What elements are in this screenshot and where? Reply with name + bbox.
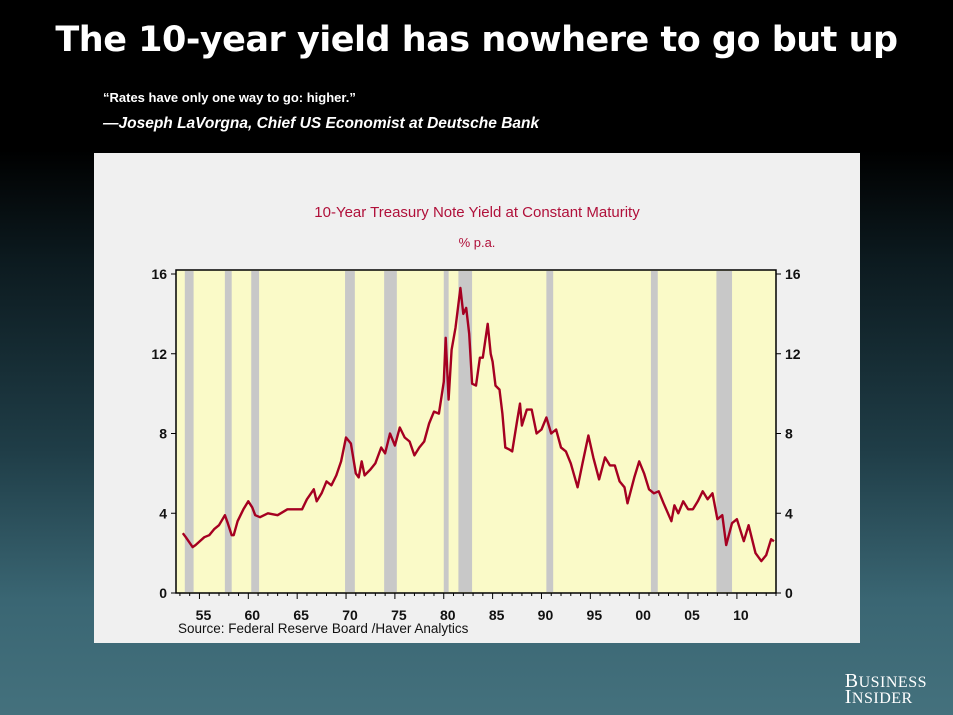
recession-shading	[716, 271, 733, 592]
business-insider-logo: BUSINESS INSIDER	[844, 670, 927, 708]
chart-source: Source: Federal Reserve Board /Haver Ana…	[178, 621, 469, 636]
x-tick-label: 60	[245, 607, 261, 623]
y-tick-label-right: 0	[785, 585, 793, 601]
y-tick-label-left: 0	[159, 585, 167, 601]
quote-attribution: —Joseph LaVorgna, Chief US Economist at …	[103, 115, 540, 132]
yield-chart: 10-Year Treasury Note Yield at Constant …	[151, 204, 801, 636]
quote: “Rates have only one way to go: higher.”	[103, 90, 356, 105]
x-tick-label: 90	[538, 607, 554, 623]
y-tick-label-right: 4	[785, 505, 793, 521]
slide-title: The 10-year yield has nowhere to go but …	[55, 20, 898, 60]
chart-panel: 10-Year Treasury Note Yield at Constant …	[94, 153, 860, 643]
chart-subtitle: % p.a.	[459, 235, 496, 250]
y-tick-label-right: 16	[785, 266, 801, 282]
recession-shading	[251, 271, 260, 592]
recession-shading	[458, 271, 473, 592]
y-tick-label-left: 8	[159, 426, 167, 442]
y-tick-label-right: 8	[785, 426, 793, 442]
recession-shading	[384, 271, 397, 592]
x-tick-label: 70	[342, 607, 358, 623]
x-tick-label: 85	[489, 607, 505, 623]
y-tick-label-right: 12	[785, 346, 801, 362]
recession-shading	[650, 271, 658, 592]
recession-shading	[443, 271, 449, 592]
x-tick-label: 80	[440, 607, 456, 623]
x-tick-label: 95	[587, 607, 603, 623]
y-tick-label-left: 12	[151, 346, 167, 362]
recession-shading	[224, 271, 232, 592]
recession-shading	[184, 271, 194, 592]
yield-line	[181, 286, 775, 563]
x-tick-label: 00	[635, 607, 651, 623]
x-tick-label: 05	[684, 607, 700, 623]
x-tick-label: 10	[733, 607, 749, 623]
plot-frame	[175, 269, 777, 594]
y-tick-label-left: 4	[159, 505, 167, 521]
x-tick-label: 55	[196, 607, 212, 623]
plot-area	[176, 270, 776, 593]
y-tick-label-left: 16	[151, 266, 167, 282]
chart-title: 10-Year Treasury Note Yield at Constant …	[314, 204, 640, 221]
x-tick-label: 65	[293, 607, 309, 623]
x-tick-label: 75	[391, 607, 407, 623]
recession-shading	[345, 271, 355, 592]
